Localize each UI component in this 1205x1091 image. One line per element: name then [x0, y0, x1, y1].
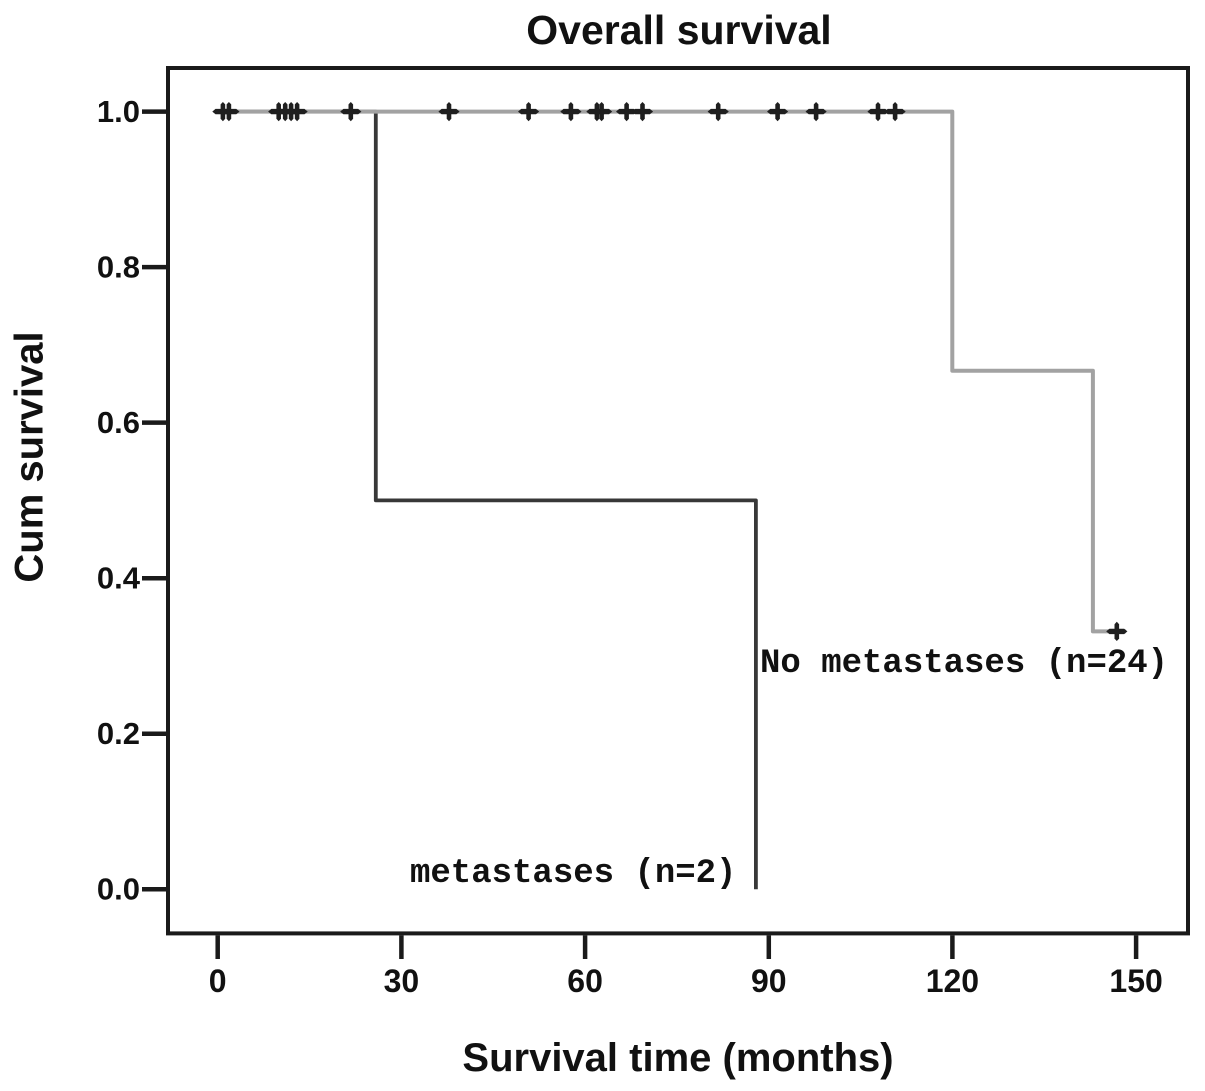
svg-text:0.8: 0.8: [97, 249, 140, 284]
svg-text:Survival time (months): Survival time (months): [462, 1036, 893, 1080]
svg-text:0.4: 0.4: [97, 561, 141, 596]
svg-text:0: 0: [209, 963, 227, 999]
svg-text:metastases (n=2): metastases (n=2): [410, 855, 736, 893]
svg-text:0.2: 0.2: [97, 716, 140, 751]
svg-text:90: 90: [751, 963, 787, 999]
svg-text:30: 30: [384, 963, 420, 999]
svg-text:0.6: 0.6: [97, 405, 140, 440]
svg-text:1.0: 1.0: [97, 94, 140, 129]
svg-text:120: 120: [926, 963, 979, 999]
svg-text:60: 60: [567, 963, 603, 999]
svg-text:150: 150: [1109, 963, 1162, 999]
svg-text:Overall survival: Overall survival: [526, 7, 831, 53]
svg-text:Cum survival: Cum survival: [8, 331, 52, 582]
svg-text:0.0: 0.0: [97, 872, 140, 907]
svg-text:No metastases (n=24): No metastases (n=24): [760, 645, 1168, 683]
